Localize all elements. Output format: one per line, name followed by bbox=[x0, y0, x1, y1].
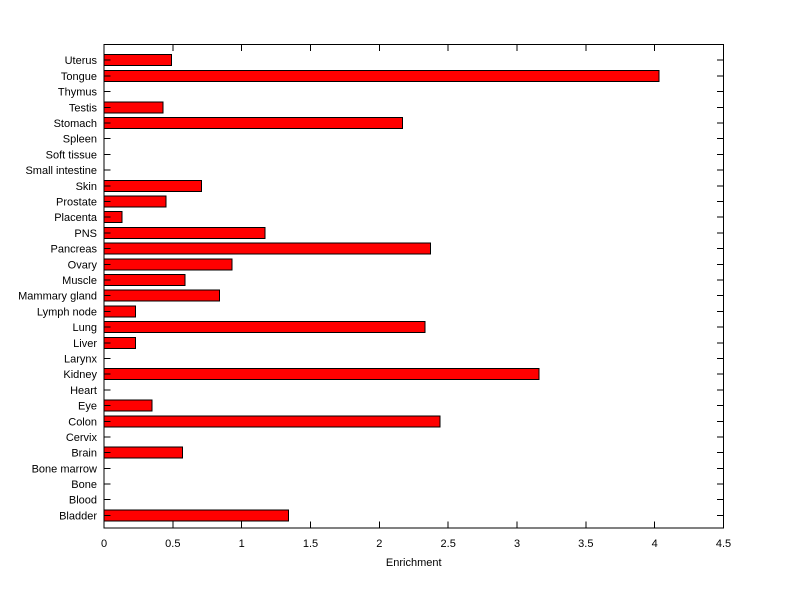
bar-bladder bbox=[103, 509, 289, 522]
bar-skin bbox=[103, 179, 203, 192]
bar-brain bbox=[103, 446, 183, 459]
y-tick-label: Eye bbox=[78, 401, 97, 413]
bar-pancreas bbox=[103, 242, 431, 255]
y-tick-label: Uterus bbox=[65, 55, 98, 67]
bar-mammary-gland bbox=[103, 289, 221, 302]
bar-muscle bbox=[103, 274, 186, 286]
y-tick-label: Mammary gland bbox=[18, 291, 97, 303]
bar-colon bbox=[103, 415, 441, 428]
bar-kidney bbox=[103, 368, 540, 381]
x-tick-label: 0 bbox=[101, 538, 107, 550]
y-tick-label: Placenta bbox=[54, 212, 98, 224]
x-tick-label: 0.5 bbox=[165, 538, 180, 550]
bar-uterus bbox=[103, 54, 172, 67]
y-tick-label: Bone bbox=[71, 479, 97, 491]
bar-tongue bbox=[103, 69, 660, 82]
x-tick-label: 2 bbox=[376, 538, 382, 550]
y-tick-label: Bladder bbox=[59, 510, 97, 522]
y-tick-label: Colon bbox=[68, 416, 97, 428]
bar-testis bbox=[103, 101, 164, 114]
y-tick-label: Skin bbox=[76, 181, 97, 193]
plot-border bbox=[103, 44, 724, 529]
y-tick-label: Cervix bbox=[66, 432, 98, 444]
y-tick-label: Testis bbox=[69, 102, 98, 114]
x-tick-label: 2.5 bbox=[441, 538, 456, 550]
y-tick-label: Small intestine bbox=[25, 165, 97, 177]
y-tick-label: Blood bbox=[69, 495, 97, 507]
y-tick-label: Bone marrow bbox=[32, 463, 97, 475]
y-tick-label: Thymus bbox=[58, 87, 98, 99]
y-tick-label: Pancreas bbox=[51, 244, 98, 256]
bars-group bbox=[103, 54, 660, 522]
y-tick-label: Brain bbox=[71, 448, 97, 460]
y-tick-label: Ovary bbox=[68, 259, 98, 271]
y-tick-label: Muscle bbox=[62, 275, 97, 287]
y-tick-label: Heart bbox=[70, 385, 97, 397]
x-tick-label: 4.5 bbox=[716, 538, 731, 550]
y-tick-label: Lymph node bbox=[37, 306, 97, 318]
x-tick-label: 1 bbox=[239, 538, 245, 550]
x-axis-title: Enrichment bbox=[386, 557, 442, 569]
y-tick-label: Liver bbox=[73, 338, 97, 350]
y-axis-ticks bbox=[104, 59, 724, 516]
y-tick-label: Tongue bbox=[61, 71, 97, 83]
y-tick-label: Prostate bbox=[56, 197, 97, 209]
y-axis-labels: Uterus Tongue Thymus Testis Stomach Spleen Sof… bbox=[18, 55, 98, 522]
x-axis-tick-labels: 0 0.5 1 1.5 2 2.5 3 3.5 4 4.5 bbox=[101, 538, 731, 550]
bar-pns bbox=[103, 226, 266, 239]
y-tick-label: PNS bbox=[74, 228, 97, 240]
x-tick-label: 3.5 bbox=[578, 538, 593, 550]
y-tick-label: Soft tissue bbox=[46, 149, 97, 161]
y-tick-label: Larynx bbox=[64, 354, 98, 366]
x-axis-ticks bbox=[103, 44, 724, 528]
bar-eye bbox=[103, 399, 153, 412]
y-tick-label: Spleen bbox=[63, 134, 97, 146]
x-tick-label: 4 bbox=[652, 538, 658, 550]
x-tick-label: 1.5 bbox=[303, 538, 318, 550]
bar-stomach bbox=[103, 117, 404, 129]
x-tick-label: 3 bbox=[514, 538, 520, 550]
y-tick-label: Lung bbox=[73, 322, 97, 334]
y-tick-label: Stomach bbox=[54, 118, 97, 130]
bar-lung bbox=[103, 321, 426, 334]
y-tick-label: Kidney bbox=[63, 369, 97, 381]
bar-ovary bbox=[103, 258, 233, 271]
bar-prostate bbox=[103, 195, 167, 208]
